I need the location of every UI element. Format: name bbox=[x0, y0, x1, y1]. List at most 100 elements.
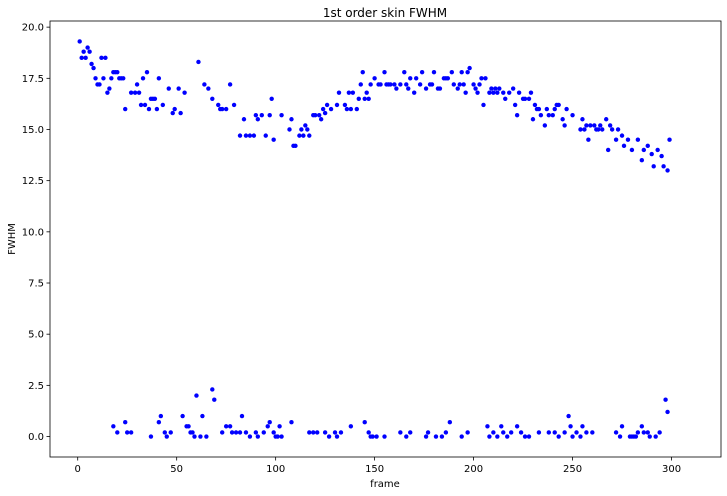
data-point bbox=[229, 430, 235, 435]
data-point bbox=[429, 82, 435, 87]
data-point bbox=[79, 55, 84, 61]
data-point bbox=[419, 69, 425, 75]
data-point bbox=[493, 86, 498, 91]
data-point bbox=[200, 413, 205, 419]
data-point bbox=[271, 137, 276, 142]
data-point bbox=[160, 102, 166, 108]
data-point bbox=[546, 430, 551, 435]
data-point bbox=[378, 82, 383, 87]
y-tick-label: 5.0 bbox=[28, 330, 44, 341]
data-point bbox=[164, 434, 169, 439]
data-point bbox=[366, 430, 371, 435]
data-point bbox=[526, 434, 532, 439]
data-point bbox=[168, 430, 173, 435]
data-point bbox=[190, 430, 195, 435]
data-point bbox=[156, 420, 162, 425]
y-axis: 0.0 2.5 5.0 7.5 10.0 12.5 15.0 17.5 20.0 bbox=[22, 23, 50, 443]
data-point bbox=[227, 424, 233, 429]
data-point bbox=[233, 430, 239, 435]
data-point bbox=[465, 69, 470, 75]
data-point bbox=[629, 147, 635, 153]
y-tick-label: 17.5 bbox=[22, 74, 44, 85]
y-tick-label: 10.0 bbox=[22, 227, 44, 238]
plot-frame bbox=[49, 20, 722, 458]
data-point bbox=[655, 147, 660, 153]
data-point bbox=[404, 434, 409, 439]
x-tick-label: 150 bbox=[365, 464, 384, 475]
data-point bbox=[253, 112, 259, 118]
data-point bbox=[562, 123, 567, 128]
data-point bbox=[156, 76, 162, 81]
data-point bbox=[633, 434, 639, 439]
data-point bbox=[223, 106, 229, 112]
data-point bbox=[216, 102, 221, 108]
data-point bbox=[604, 117, 609, 122]
data-point bbox=[584, 123, 589, 128]
data-point bbox=[495, 434, 500, 439]
data-point bbox=[406, 86, 411, 91]
data-point bbox=[210, 387, 215, 392]
data-point bbox=[617, 434, 623, 439]
data-point bbox=[158, 413, 164, 419]
data-point bbox=[651, 164, 656, 169]
data-point bbox=[497, 86, 502, 91]
data-point bbox=[455, 86, 460, 91]
data-point bbox=[451, 82, 456, 87]
data-point bbox=[182, 90, 187, 95]
data-point bbox=[481, 102, 486, 108]
data-point bbox=[417, 82, 423, 87]
data-point bbox=[138, 102, 144, 108]
data-point bbox=[485, 424, 490, 429]
data-point bbox=[479, 76, 484, 81]
data-point bbox=[445, 76, 451, 81]
x-tick-label: 0 bbox=[75, 464, 81, 475]
data-point bbox=[251, 133, 257, 138]
y-tick-label: 0.0 bbox=[28, 432, 44, 443]
data-point bbox=[297, 133, 302, 138]
data-points bbox=[77, 39, 672, 439]
data-point bbox=[457, 82, 462, 87]
data-point bbox=[307, 133, 312, 138]
data-point bbox=[449, 69, 455, 75]
data-point bbox=[237, 133, 243, 138]
data-point bbox=[425, 430, 431, 435]
data-point bbox=[212, 397, 217, 402]
data-point bbox=[366, 96, 371, 101]
data-point bbox=[326, 434, 332, 439]
data-point bbox=[526, 96, 532, 101]
data-point bbox=[532, 102, 538, 108]
data-point bbox=[570, 112, 575, 118]
data-point bbox=[259, 112, 264, 118]
data-point bbox=[227, 82, 233, 87]
data-point bbox=[463, 90, 468, 95]
data-point bbox=[394, 86, 399, 91]
data-point bbox=[279, 434, 284, 439]
data-point bbox=[301, 133, 306, 138]
data-point bbox=[621, 143, 627, 149]
data-point bbox=[115, 69, 120, 75]
data-point bbox=[459, 434, 464, 439]
data-point bbox=[231, 102, 237, 108]
data-point bbox=[501, 90, 506, 95]
data-point bbox=[607, 123, 613, 128]
data-point bbox=[121, 76, 126, 81]
data-point bbox=[97, 82, 102, 87]
x-axis-label: frame bbox=[370, 479, 400, 490]
data-point bbox=[665, 409, 670, 415]
plot-area: 0 50 100 150 200 250 300 0.0 2.5 5.0 7.5 10.0 12.5 1… bbox=[22, 20, 722, 475]
data-point bbox=[398, 82, 403, 87]
data-point bbox=[360, 69, 365, 75]
data-point bbox=[596, 127, 601, 132]
data-point bbox=[412, 90, 417, 95]
data-point bbox=[289, 117, 294, 122]
data-point bbox=[354, 106, 359, 112]
data-point bbox=[574, 430, 579, 435]
x-tick-label: 300 bbox=[662, 464, 681, 475]
data-point bbox=[134, 82, 140, 87]
data-point bbox=[289, 420, 294, 425]
data-point bbox=[166, 86, 171, 91]
data-point bbox=[243, 133, 249, 138]
data-point bbox=[328, 106, 334, 112]
data-point bbox=[87, 49, 92, 54]
data-point bbox=[162, 430, 167, 435]
